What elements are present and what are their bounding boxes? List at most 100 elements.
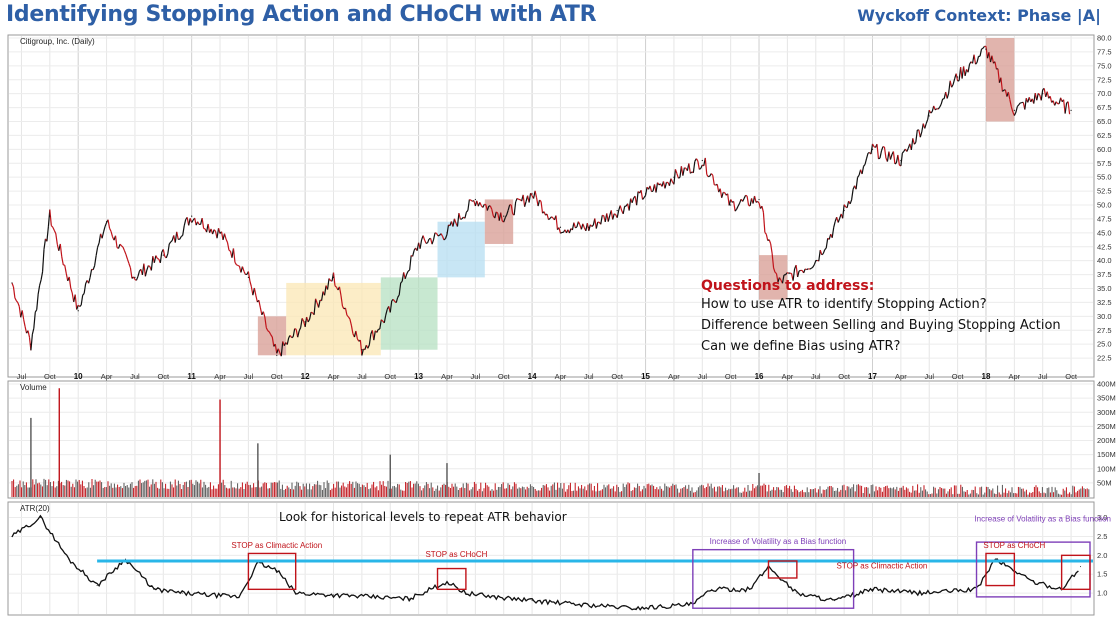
- x-tick-label: Apr: [101, 372, 113, 381]
- price-point: [673, 176, 675, 178]
- atr-point: [39, 517, 41, 519]
- price-segment: [612, 213, 615, 220]
- price-segment: [249, 280, 252, 287]
- x-tick-label: Oct: [384, 372, 397, 381]
- price-panel: [7, 34, 1095, 378]
- price-segment: [129, 267, 133, 279]
- price-segment: [774, 271, 777, 275]
- price-y-tick: 55.0: [1097, 173, 1112, 182]
- price-segment: [897, 154, 900, 166]
- price-segment: [925, 119, 929, 124]
- price-zone: [437, 221, 485, 278]
- price-segment: [515, 198, 518, 203]
- price-segment: [804, 268, 807, 271]
- volume-y-tick: 200M: [1097, 436, 1116, 445]
- x-tick-label: Oct: [1065, 372, 1078, 381]
- price-segment: [871, 143, 875, 147]
- price-segment: [785, 272, 788, 276]
- price-segment: [301, 318, 305, 322]
- price-segment: [310, 311, 313, 314]
- price-segment: [201, 217, 205, 229]
- price-segment: [924, 123, 927, 129]
- price-segment: [37, 285, 41, 295]
- price-segment: [443, 238, 446, 241]
- price-segment: [734, 208, 738, 212]
- price-point: [105, 221, 108, 223]
- volume-y-tick: 150M: [1097, 450, 1116, 459]
- price-segment: [373, 330, 376, 341]
- atr-point: [257, 562, 259, 564]
- price-segment: [194, 217, 197, 226]
- price-segment: [761, 206, 764, 213]
- price-segment: [226, 242, 230, 251]
- price-segment: [338, 286, 342, 296]
- price-segment: [676, 173, 679, 179]
- price-segment: [137, 271, 140, 277]
- atr-point: [711, 588, 713, 590]
- price-segment: [719, 188, 723, 198]
- price-zone: [286, 282, 381, 356]
- price-segment: [77, 304, 81, 307]
- x-tick-label: 10: [74, 372, 83, 381]
- price-segment: [642, 197, 645, 200]
- price-segment: [82, 293, 85, 296]
- price-segment: [822, 249, 826, 254]
- x-tick-label: Oct: [44, 372, 57, 381]
- price-segment: [155, 255, 158, 259]
- price-segment: [697, 160, 700, 170]
- price-segment: [162, 249, 166, 257]
- price-segment: [573, 222, 576, 229]
- price-segment: [383, 314, 387, 323]
- atr-y-tick: 1.5: [1097, 570, 1107, 579]
- price-segment: [568, 228, 572, 234]
- price-segment: [955, 73, 959, 82]
- price-point: [985, 48, 987, 50]
- price-segment: [522, 194, 526, 207]
- price-segment: [307, 318, 311, 323]
- price-segment: [30, 334, 33, 351]
- price-segment: [436, 233, 439, 237]
- price-segment: [1037, 92, 1041, 96]
- price-segment: [83, 283, 87, 294]
- price-segment: [948, 80, 951, 94]
- price-segment: [368, 334, 372, 345]
- price-point: [957, 76, 959, 78]
- price-segment: [274, 344, 278, 354]
- price-segment: [346, 314, 349, 318]
- price-segment: [716, 184, 720, 193]
- price-segment: [24, 326, 28, 334]
- price-segment: [80, 295, 84, 306]
- price-segment: [315, 298, 318, 304]
- price-segment: [170, 240, 173, 243]
- price-y-tick: 27.5: [1097, 326, 1112, 335]
- x-tick-label: Jul: [584, 372, 594, 381]
- price-segment: [712, 175, 715, 185]
- x-tick-label: Jul: [130, 372, 140, 381]
- price-segment: [33, 312, 36, 329]
- price-segment: [11, 282, 15, 287]
- price-segment: [294, 328, 297, 330]
- price-segment: [40, 271, 44, 281]
- atr-point: [493, 596, 495, 598]
- price-segment: [94, 255, 97, 266]
- price-segment: [479, 202, 482, 206]
- price-segment: [939, 103, 942, 108]
- price-segment: [52, 227, 55, 231]
- price-segment: [952, 78, 956, 85]
- price-segment: [1033, 93, 1036, 104]
- price-segment: [737, 202, 741, 207]
- price-point: [247, 276, 250, 278]
- x-tick-label: Oct: [271, 372, 284, 381]
- price-segment: [504, 214, 508, 219]
- atr-point: [295, 592, 297, 594]
- price-segment: [792, 268, 796, 281]
- price-segment: [320, 291, 324, 301]
- x-tick-label: Jul: [17, 372, 27, 381]
- price-segment: [1046, 91, 1050, 99]
- price-segment: [404, 274, 408, 280]
- price-segment: [668, 178, 672, 186]
- price-segment: [534, 190, 538, 198]
- price-segment: [1043, 88, 1047, 97]
- price-segment: [976, 56, 980, 63]
- price-segment: [771, 253, 775, 268]
